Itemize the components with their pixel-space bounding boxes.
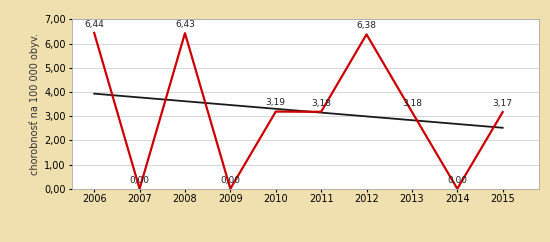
Text: 6,44: 6,44 [84,20,104,29]
Text: 0,00: 0,00 [447,176,468,185]
Text: 3,18: 3,18 [311,99,331,108]
Text: 0,00: 0,00 [130,176,150,185]
Text: 6,38: 6,38 [356,21,377,30]
Text: 3,19: 3,19 [266,98,286,107]
Text: 0,00: 0,00 [221,176,240,185]
Text: 3,17: 3,17 [493,99,513,108]
Text: 3,18: 3,18 [402,99,422,108]
Text: 6,43: 6,43 [175,20,195,29]
Y-axis label: chorobnosť na 100 000 obyv.: chorobnosť na 100 000 obyv. [29,33,40,175]
